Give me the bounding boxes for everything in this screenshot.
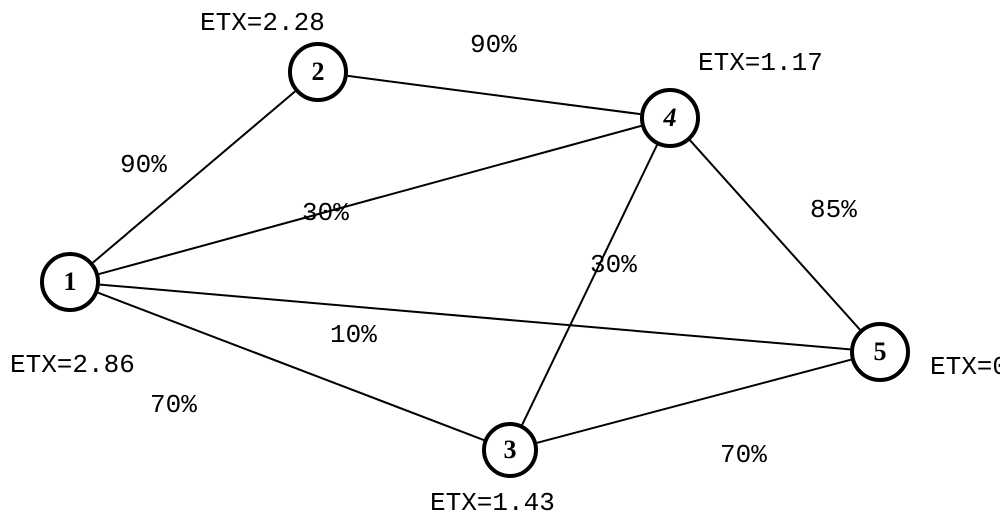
etx-label-4: ETX=1.17 — [698, 48, 823, 78]
etx-label-2: ETX=2.28 — [200, 8, 325, 38]
etx-label-1: ETX=2.86 — [10, 350, 135, 380]
edge-label-1-5: 10% — [330, 320, 377, 350]
node-3: 3 — [482, 422, 538, 478]
graph-canvas: 1 2 3 4 5 ETX=2.86 ETX=2.28 ETX=1.43 ETX=1.17 ET… — [0, 0, 1000, 518]
edge-label-1-3: 70% — [150, 390, 197, 420]
node-2: 2 — [288, 42, 348, 102]
node-label-4: 4 — [664, 103, 677, 133]
edge-1-5 — [100, 285, 850, 350]
node-1: 1 — [40, 252, 100, 312]
etx-label-5: ETX=0 — [930, 352, 1000, 382]
node-label-3: 3 — [504, 435, 517, 465]
edge-1-4 — [99, 126, 641, 274]
edge-label-4-5: 85% — [810, 195, 857, 225]
edge-label-1-2: 90% — [120, 150, 167, 180]
edge-label-2-4: 90% — [470, 30, 517, 60]
node-label-1: 1 — [64, 267, 77, 297]
edge-label-3-5: 70% — [720, 440, 767, 470]
edge-2-4 — [348, 76, 641, 114]
node-label-2: 2 — [312, 57, 325, 87]
etx-label-3: ETX=1.43 — [430, 488, 555, 518]
node-5: 5 — [850, 322, 910, 382]
edge-label-1-4: 30% — [302, 198, 349, 228]
edge-4-5 — [690, 140, 860, 329]
edge-label-4-3: 30% — [590, 250, 637, 280]
node-4: 4 — [640, 88, 700, 148]
edge-3-5 — [537, 360, 851, 443]
node-label-5: 5 — [874, 337, 887, 367]
edge-4-3 — [522, 145, 657, 425]
